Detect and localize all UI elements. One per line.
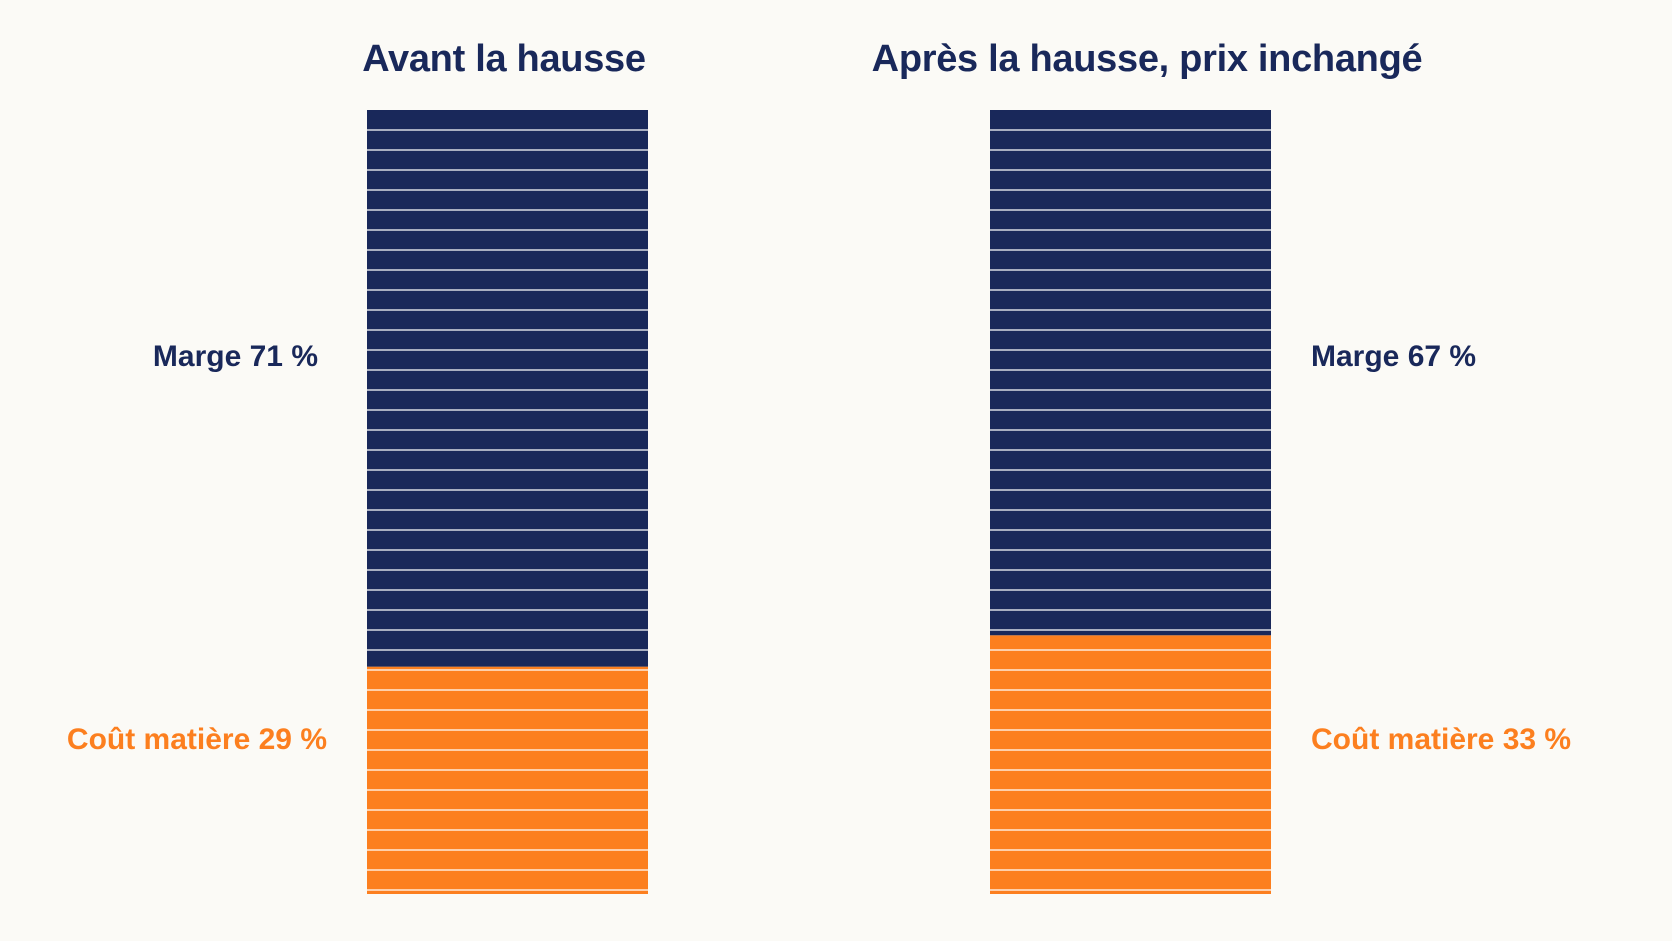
chart-title-before: Avant la hausse [362,38,646,80]
label-cost-before: Coût matière 29 % [66,723,327,756]
stacked-bar-svg [990,110,1271,894]
bar-segment-cout-matiere [367,666,648,894]
bar-segment-marge [367,110,648,667]
label-margin-after: Marge 67 % [1311,340,1477,373]
stacked-bar-before [367,110,648,894]
bar-segment-cout-matiere [990,635,1271,894]
label-cost-after: Coût matière 33 % [1311,723,1572,756]
chart-title-after: Après la hausse, prix inchangé [871,38,1423,80]
label-margin-before: Marge 71 % [152,340,318,373]
stacked-bar-svg [367,110,648,894]
bar-segment-marge [990,110,1271,636]
stacked-bar-after [990,110,1271,894]
